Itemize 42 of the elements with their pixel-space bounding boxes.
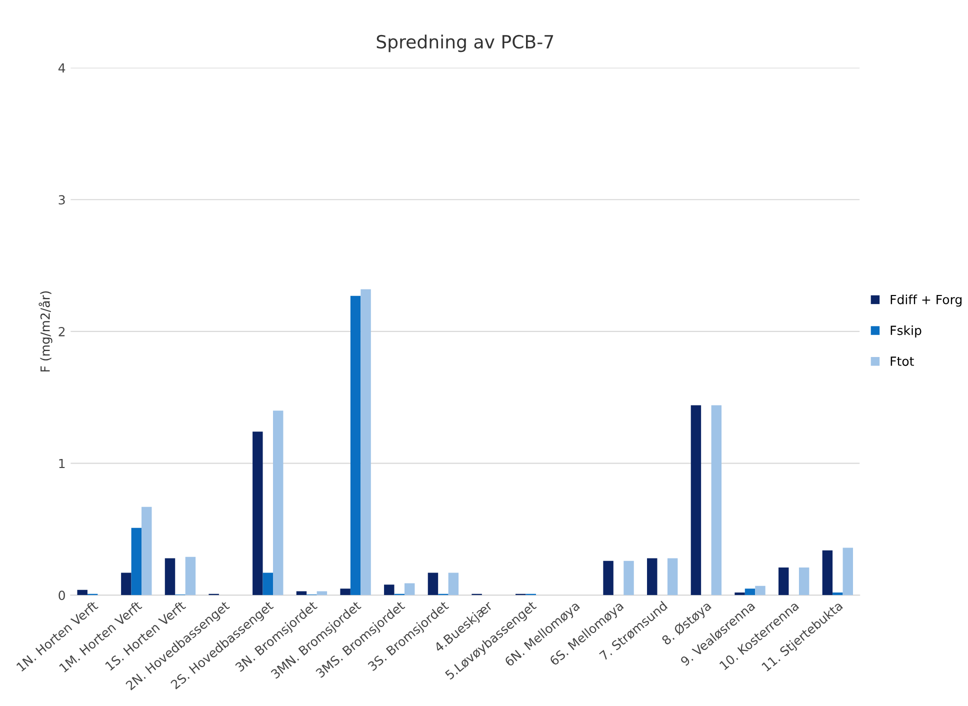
bar bbox=[185, 556, 196, 596]
bar bbox=[273, 410, 284, 596]
bar bbox=[690, 405, 702, 596]
bar bbox=[252, 432, 263, 596]
y-axis-title: F (mg/m2/år) bbox=[38, 291, 52, 372]
chart-title: Spredning av PCB-7 bbox=[376, 34, 554, 52]
bar bbox=[350, 296, 361, 596]
bar bbox=[121, 572, 132, 596]
bar bbox=[316, 591, 328, 596]
bar bbox=[832, 592, 843, 596]
bar bbox=[624, 560, 634, 596]
legend-label: Fskip bbox=[890, 325, 922, 338]
bar bbox=[384, 584, 394, 596]
bar bbox=[142, 506, 152, 596]
bar bbox=[822, 550, 833, 596]
bar bbox=[603, 560, 614, 596]
y-tick-label: 1 bbox=[59, 458, 65, 468]
y-tick-label: 2 bbox=[58, 326, 65, 336]
bar bbox=[755, 586, 766, 596]
y-tick-label: 3 bbox=[58, 195, 65, 205]
bar bbox=[404, 583, 415, 596]
bar bbox=[360, 289, 371, 596]
bar bbox=[647, 558, 658, 596]
bar bbox=[842, 548, 854, 596]
bar bbox=[711, 405, 722, 596]
bar bbox=[667, 558, 678, 596]
legend-label: Ftot bbox=[890, 356, 914, 366]
bar bbox=[296, 591, 307, 596]
bar bbox=[340, 588, 350, 596]
bar bbox=[734, 592, 745, 596]
bar bbox=[428, 572, 438, 596]
y-tick-label: 0 bbox=[58, 590, 65, 600]
bar bbox=[798, 567, 810, 596]
bar bbox=[131, 528, 142, 596]
bar bbox=[744, 588, 756, 596]
bar bbox=[448, 572, 459, 596]
bar bbox=[164, 558, 176, 596]
legend-label: Fdiff + Forg bbox=[890, 294, 962, 307]
y-tick-label: 4 bbox=[58, 63, 66, 73]
bar bbox=[778, 567, 789, 596]
bar bbox=[262, 572, 274, 596]
bar bbox=[77, 590, 88, 596]
